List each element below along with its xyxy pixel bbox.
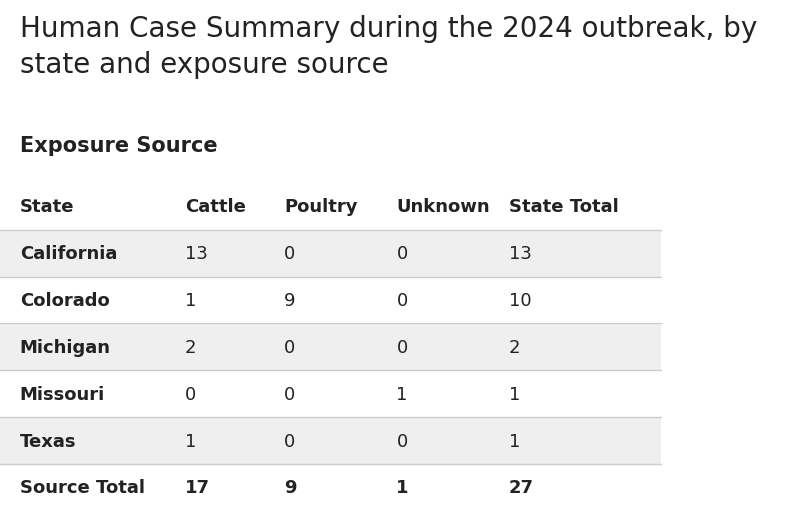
- Text: 0: 0: [185, 385, 196, 403]
- Text: 1: 1: [185, 432, 196, 449]
- Text: Unknown: Unknown: [397, 198, 490, 216]
- Text: 1: 1: [397, 385, 408, 403]
- Text: 1: 1: [508, 432, 520, 449]
- Text: Texas: Texas: [20, 432, 77, 449]
- Bar: [0, 464, 661, 509]
- Text: Exposure Source: Exposure Source: [20, 136, 217, 156]
- Text: 0: 0: [284, 432, 295, 449]
- Bar: [0, 184, 661, 230]
- Text: 10: 10: [508, 291, 531, 309]
- Text: Poultry: Poultry: [284, 198, 358, 216]
- Text: 0: 0: [284, 245, 295, 263]
- Text: 2: 2: [508, 338, 520, 356]
- Text: 0: 0: [397, 432, 408, 449]
- Bar: [0, 230, 661, 277]
- Text: 1: 1: [185, 291, 196, 309]
- Text: 1: 1: [397, 478, 409, 496]
- Text: Missouri: Missouri: [20, 385, 105, 403]
- Text: 13: 13: [508, 245, 531, 263]
- Text: 0: 0: [397, 338, 408, 356]
- Text: Source Total: Source Total: [20, 478, 144, 496]
- Bar: [0, 277, 661, 324]
- Text: 0: 0: [284, 385, 295, 403]
- Text: State Total: State Total: [508, 198, 618, 216]
- Text: 17: 17: [185, 478, 210, 496]
- Text: Human Case Summary during the 2024 outbreak, by
state and exposure source: Human Case Summary during the 2024 outbr…: [20, 15, 757, 79]
- Text: 1: 1: [508, 385, 520, 403]
- Text: 9: 9: [284, 291, 295, 309]
- Text: 0: 0: [397, 291, 408, 309]
- Bar: [0, 371, 661, 417]
- Text: Michigan: Michigan: [20, 338, 111, 356]
- Text: 0: 0: [397, 245, 408, 263]
- Text: California: California: [20, 245, 117, 263]
- Text: Colorado: Colorado: [20, 291, 109, 309]
- Bar: [0, 324, 661, 371]
- Text: 9: 9: [284, 478, 297, 496]
- Text: Cattle: Cattle: [185, 198, 246, 216]
- Text: 0: 0: [284, 338, 295, 356]
- Bar: [0, 417, 661, 464]
- Text: 13: 13: [185, 245, 207, 263]
- Text: State: State: [20, 198, 74, 216]
- Text: 2: 2: [185, 338, 196, 356]
- Text: 27: 27: [508, 478, 534, 496]
